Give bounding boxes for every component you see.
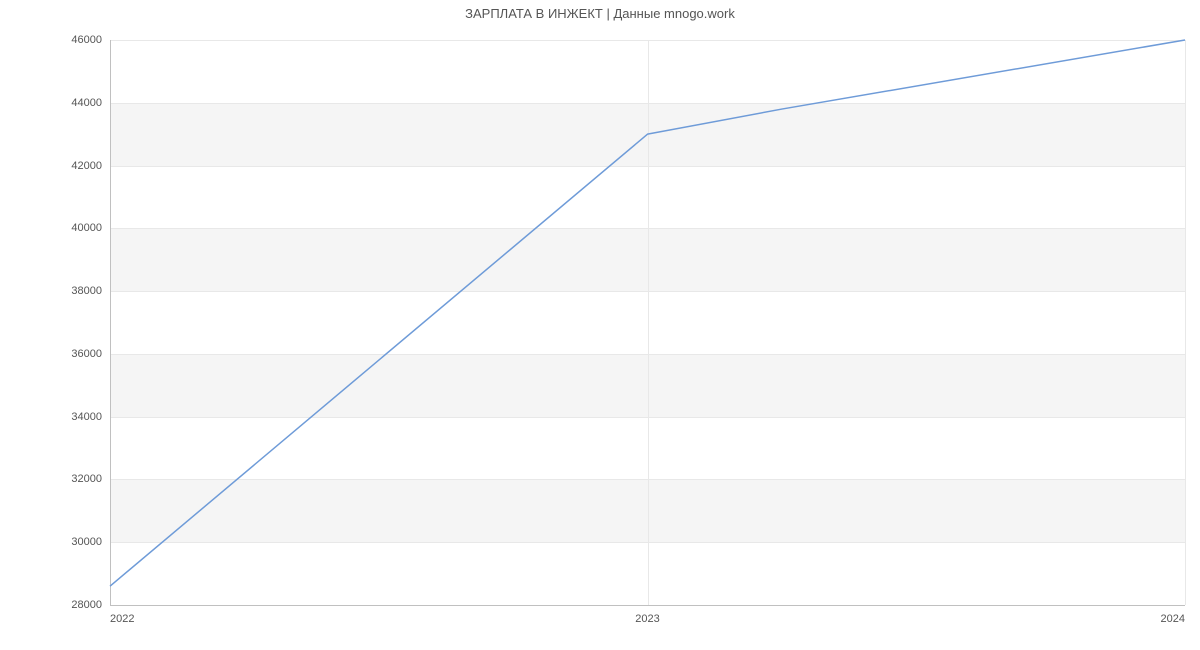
salary-line bbox=[110, 40, 1185, 586]
y-tick-label: 34000 bbox=[71, 411, 102, 423]
chart-title: ЗАРПЛАТА В ИНЖЕКТ | Данные mnogo.work bbox=[0, 6, 1200, 21]
y-tick-label: 28000 bbox=[71, 599, 102, 611]
x-tick-label: 2024 bbox=[1161, 613, 1185, 625]
v-gridline bbox=[1185, 40, 1186, 605]
y-tick-label: 44000 bbox=[71, 97, 102, 109]
x-tick-label: 2023 bbox=[635, 613, 659, 625]
y-tick-label: 38000 bbox=[71, 285, 102, 297]
line-series-layer bbox=[110, 40, 1185, 605]
y-tick-label: 40000 bbox=[71, 222, 102, 234]
salary-line-chart: ЗАРПЛАТА В ИНЖЕКТ | Данные mnogo.work 28… bbox=[0, 0, 1200, 650]
y-tick-label: 46000 bbox=[71, 34, 102, 46]
x-tick-label: 2022 bbox=[110, 613, 134, 625]
y-tick-label: 32000 bbox=[71, 473, 102, 485]
plot-area: 2800030000320003400036000380004000042000… bbox=[110, 40, 1185, 605]
x-axis-line bbox=[110, 605, 1185, 606]
y-tick-label: 42000 bbox=[71, 160, 102, 172]
y-tick-label: 30000 bbox=[71, 536, 102, 548]
y-tick-label: 36000 bbox=[71, 348, 102, 360]
